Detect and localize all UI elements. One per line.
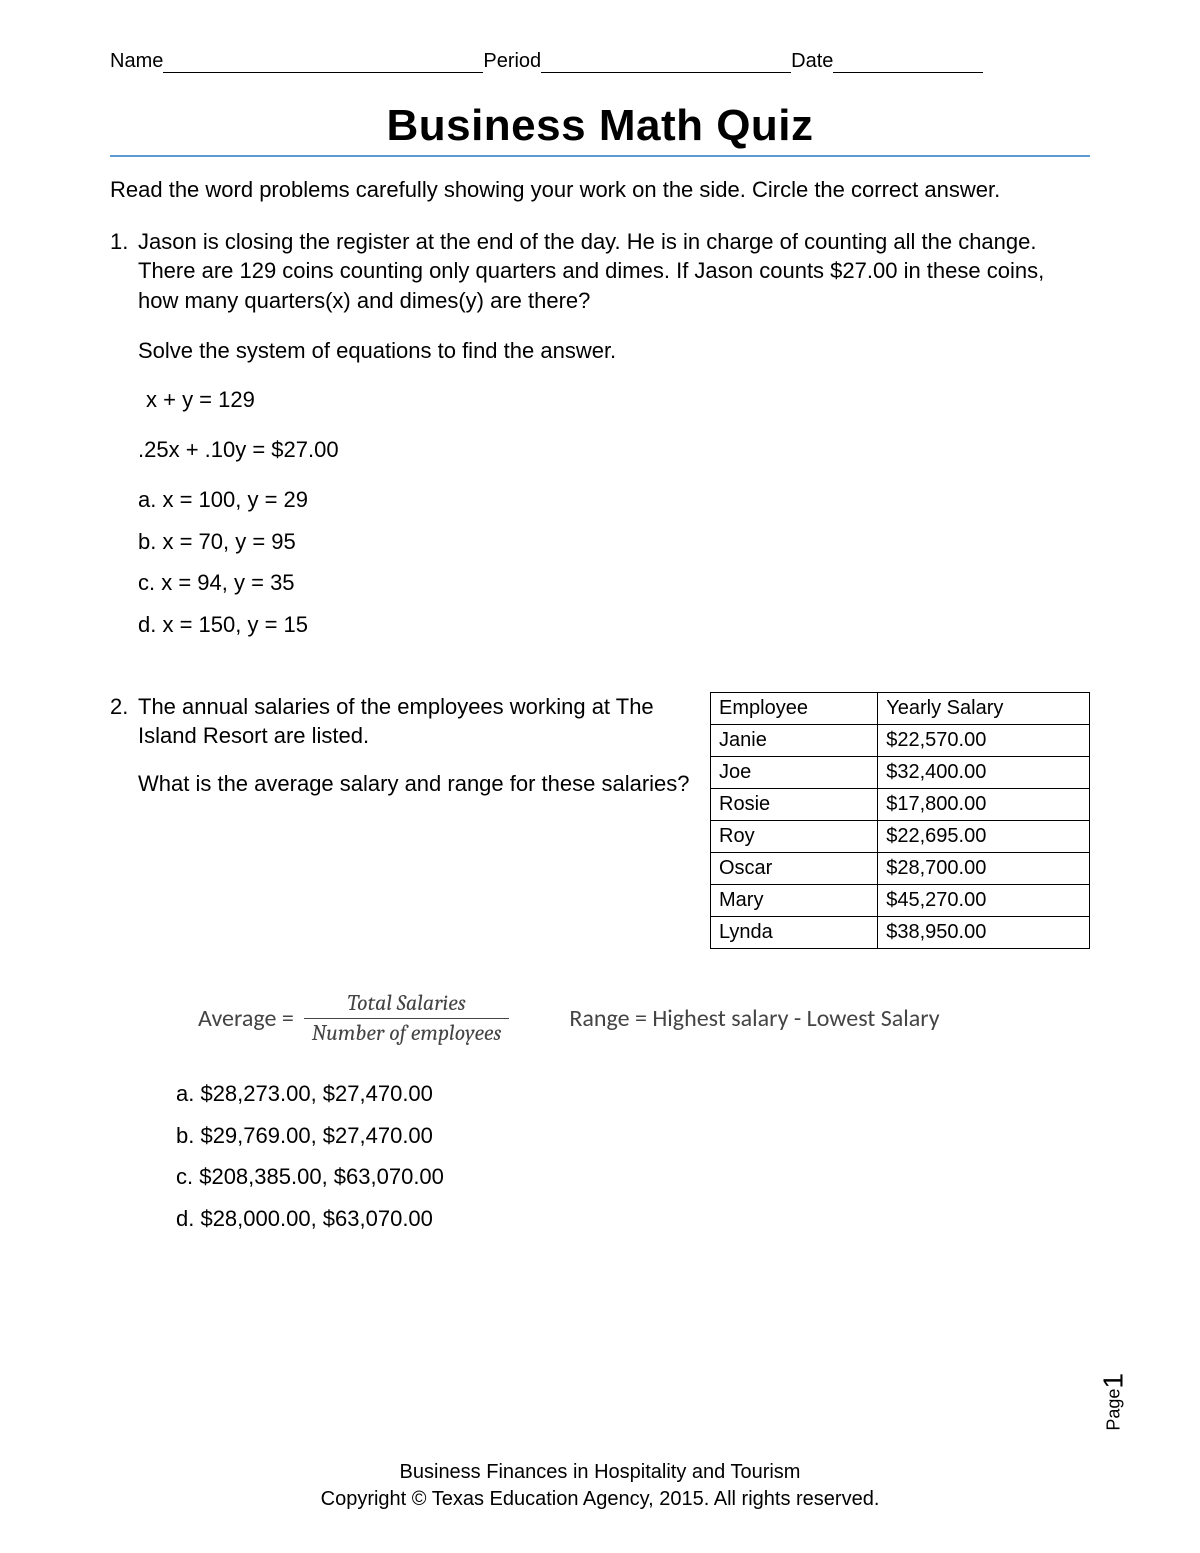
page-label: Page: [1104, 1389, 1124, 1431]
q2-choice-d[interactable]: d. $28,000.00, $63,070.00: [176, 1204, 1090, 1234]
cell-salary: $45,270.00: [878, 884, 1090, 916]
page-num: 1: [1098, 1373, 1129, 1389]
cell-name: Roy: [711, 820, 878, 852]
cell-salary: $32,400.00: [878, 756, 1090, 788]
cell-name: Janie: [711, 724, 878, 756]
question-1: 1. Jason is closing the register at the …: [110, 227, 1090, 652]
q1-choice-b[interactable]: b. x = 70, y = 95: [138, 527, 1090, 557]
title-rule: [110, 155, 1090, 157]
table-header-salary: Yearly Salary: [878, 692, 1090, 724]
q1-number: 1.: [110, 227, 138, 652]
table-row: Janie $22,570.00: [711, 724, 1090, 756]
cell-salary: $22,570.00: [878, 724, 1090, 756]
period-label: Period: [483, 50, 541, 73]
intro-text: Read the word problems carefully showing…: [110, 175, 1090, 205]
cell-salary: $17,800.00: [878, 788, 1090, 820]
q1-eq1: x + y = 129: [146, 385, 1090, 415]
cell-salary: $28,700.00: [878, 852, 1090, 884]
footer-line1: Business Finances in Hospitality and Tou…: [0, 1459, 1200, 1486]
table-row: Oscar $28,700.00: [711, 852, 1090, 884]
page-number: Page1: [1098, 1373, 1130, 1431]
name-label: Name: [110, 50, 163, 73]
footer: Business Finances in Hospitality and Tou…: [0, 1459, 1200, 1513]
page: Name Period Date Business Math Quiz Read…: [0, 0, 1200, 1553]
avg-denominator: Number of employees: [304, 1019, 510, 1049]
cell-name: Lynda: [711, 916, 878, 948]
q1-eq2: .25x + .10y = $27.00: [138, 435, 1090, 465]
header-fields: Name Period Date: [110, 50, 1090, 73]
q1-choice-c[interactable]: c. x = 94, y = 35: [138, 568, 1090, 598]
name-line[interactable]: [163, 53, 483, 73]
table-row: Lynda $38,950.00: [711, 916, 1090, 948]
q1-choice-d[interactable]: d. x = 150, y = 15: [138, 610, 1090, 640]
q2-choice-a[interactable]: a. $28,273.00, $27,470.00: [176, 1079, 1090, 1109]
table-header-employee: Employee: [711, 692, 878, 724]
table-row: Roy $22,695.00: [711, 820, 1090, 852]
q2-choices: a. $28,273.00, $27,470.00 b. $29,769.00,…: [176, 1079, 1090, 1234]
q1-choices: a. x = 100, y = 29 b. x = 70, y = 95 c. …: [138, 485, 1090, 640]
formula-row: Average = Total Salaries Number of emplo…: [198, 989, 1090, 1049]
q2-choice-b[interactable]: b. $29,769.00, $27,470.00: [176, 1121, 1090, 1151]
q1-choice-a[interactable]: a. x = 100, y = 29: [138, 485, 1090, 515]
q2-text: The annual salaries of the employees wor…: [138, 692, 690, 751]
average-formula: Average = Total Salaries Number of emplo…: [198, 989, 509, 1049]
cell-name: Mary: [711, 884, 878, 916]
question-2: 2. The annual salaries of the employees …: [110, 692, 1090, 1246]
cell-name: Oscar: [711, 852, 878, 884]
range-formula: Range = Highest salary - Lowest Salary: [569, 1003, 939, 1035]
footer-line2: Copyright © Texas Education Agency, 2015…: [0, 1486, 1200, 1513]
q1-solve-line: Solve the system of equations to find th…: [138, 336, 1090, 366]
avg-fraction: Total Salaries Number of employees: [304, 989, 510, 1049]
date-label: Date: [791, 50, 833, 73]
cell-salary: $38,950.00: [878, 916, 1090, 948]
cell-name: Rosie: [711, 788, 878, 820]
avg-label: Average =: [198, 1003, 294, 1035]
avg-numerator: Total Salaries: [339, 989, 473, 1019]
q2-subtext: What is the average salary and range for…: [138, 769, 690, 799]
salary-table: Employee Yearly Salary Janie $22,570.00 …: [710, 692, 1090, 949]
q1-text: Jason is closing the register at the end…: [138, 227, 1090, 316]
period-line[interactable]: [541, 53, 791, 73]
cell-salary: $22,695.00: [878, 820, 1090, 852]
page-title: Business Math Quiz: [110, 101, 1090, 151]
cell-name: Joe: [711, 756, 878, 788]
table-row: Mary $45,270.00: [711, 884, 1090, 916]
date-line[interactable]: [833, 53, 983, 73]
table-row: Joe $32,400.00: [711, 756, 1090, 788]
table-row: Rosie $17,800.00: [711, 788, 1090, 820]
q2-choice-c[interactable]: c. $208,385.00, $63,070.00: [176, 1162, 1090, 1192]
q2-number: 2.: [110, 692, 138, 1246]
